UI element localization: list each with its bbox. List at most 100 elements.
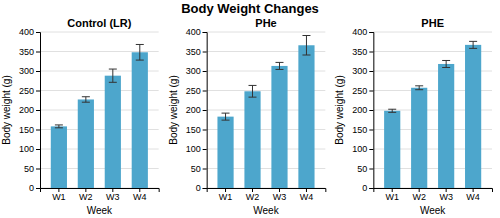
x-axis: W1 W2 W3 W4: [41, 188, 160, 202]
tick-label: 0: [362, 183, 367, 193]
tick-mark: [203, 110, 207, 111]
error-bar-cap: [442, 60, 450, 61]
tick-mark: [369, 32, 373, 33]
tick: W3: [273, 188, 287, 202]
tick: W1: [385, 188, 399, 202]
tick-label: 300: [19, 66, 34, 76]
tick-mark: [36, 149, 40, 150]
tick: 100: [352, 144, 373, 154]
error-bar-cap: [469, 48, 477, 49]
tick-label: W1: [385, 192, 399, 202]
tick-label: 100: [19, 144, 34, 154]
error-bar: [82, 97, 90, 102]
tick-mark: [203, 188, 207, 189]
tick-label: 50: [357, 164, 367, 174]
tick-mark: [203, 71, 207, 72]
chart: Body Weight ChangesW1W2W3W40501001502002…: [0, 0, 500, 218]
panel: W1W2W3W4050100150200250300350400PHEWeekB…: [334, 17, 492, 216]
x-axis: W1W2W3W4: [374, 188, 493, 202]
grid-line: [40, 51, 159, 52]
axis-line: [203, 33, 208, 189]
bar: [217, 117, 233, 188]
tick: W1: [219, 188, 233, 202]
tick: 350: [352, 47, 373, 57]
tick-label: W3: [106, 192, 120, 202]
tick-label: 350: [19, 47, 34, 57]
error-bar: [222, 113, 230, 120]
error-bar-line: [225, 113, 226, 120]
tick: 200: [19, 105, 40, 115]
tick-mark: [369, 91, 373, 92]
tick-label: 400: [352, 27, 367, 37]
tick-label: W4: [133, 192, 147, 202]
error-bar-cap: [109, 69, 117, 70]
tick-label: 150: [186, 125, 201, 135]
tick: 150: [186, 125, 207, 135]
error-bar-cap: [442, 67, 450, 68]
tick-label: 400: [19, 27, 34, 37]
y-axis: 050100150200250300350400: [352, 27, 374, 193]
error-bar-line: [112, 69, 113, 82]
error-bar: [388, 109, 396, 112]
tick-label: 250: [19, 86, 34, 96]
bar: [411, 88, 427, 188]
tick: 0: [29, 183, 40, 193]
tick-mark: [203, 149, 207, 150]
error-bar-cap: [222, 113, 230, 114]
tick-mark: [36, 52, 40, 53]
error-bar-line: [473, 41, 474, 48]
tick: 100: [186, 144, 207, 154]
tick-label: 300: [186, 66, 201, 76]
tick: W3: [439, 188, 453, 202]
tick: 50: [191, 164, 207, 174]
panel-title: PHE: [421, 17, 444, 29]
tick-mark: [36, 110, 40, 111]
tick: 150: [19, 125, 40, 135]
error-bar-cap: [222, 120, 230, 121]
error-bar-cap: [249, 85, 257, 86]
tick-mark: [369, 169, 373, 170]
error-bar-line: [446, 60, 447, 67]
grid-line: [207, 32, 326, 33]
error-bar: [136, 44, 144, 60]
error-bar-line: [279, 62, 280, 69]
tick-label: 50: [24, 164, 34, 174]
error-bar-cap: [275, 62, 283, 63]
tick-mark: [203, 52, 207, 53]
tick: W2: [79, 188, 93, 202]
error-bar-line: [306, 36, 307, 56]
error-bar-cap: [388, 109, 396, 110]
error-bar-line: [85, 97, 86, 102]
tick-label: W1: [219, 192, 233, 202]
tick-label: 300: [352, 66, 367, 76]
tick: 250: [19, 86, 40, 96]
tick-label: 0: [196, 183, 201, 193]
grid-line: [373, 32, 492, 33]
tick: 0: [362, 183, 373, 193]
bar: [78, 99, 94, 188]
tick-mark: [369, 149, 373, 150]
x-axis-title: Week: [253, 205, 279, 216]
axis-line: [369, 33, 374, 189]
grid: [373, 32, 492, 188]
tick: W4: [133, 188, 147, 202]
tick-mark: [36, 91, 40, 92]
tick: W2: [246, 188, 260, 202]
y-axis-title: Body weight (g): [334, 75, 345, 144]
tick-label: W1: [52, 192, 65, 202]
error-bar-cap: [469, 41, 477, 42]
tick: 400: [186, 27, 207, 37]
x-axis: W1W2W3W4: [207, 188, 326, 202]
grid-line: [40, 32, 159, 33]
y-axis-title: Body weight (g): [1, 75, 12, 144]
error-bar-cap: [82, 96, 90, 97]
bar: [298, 45, 314, 188]
error-bar-cap: [82, 102, 90, 103]
tick-label: W2: [246, 192, 260, 202]
tick-label: 50: [191, 164, 201, 174]
bar: [465, 45, 481, 188]
tick: W3: [106, 188, 120, 202]
error-bar: [415, 86, 423, 90]
tick-label: 150: [352, 125, 367, 135]
bar: [271, 66, 287, 188]
